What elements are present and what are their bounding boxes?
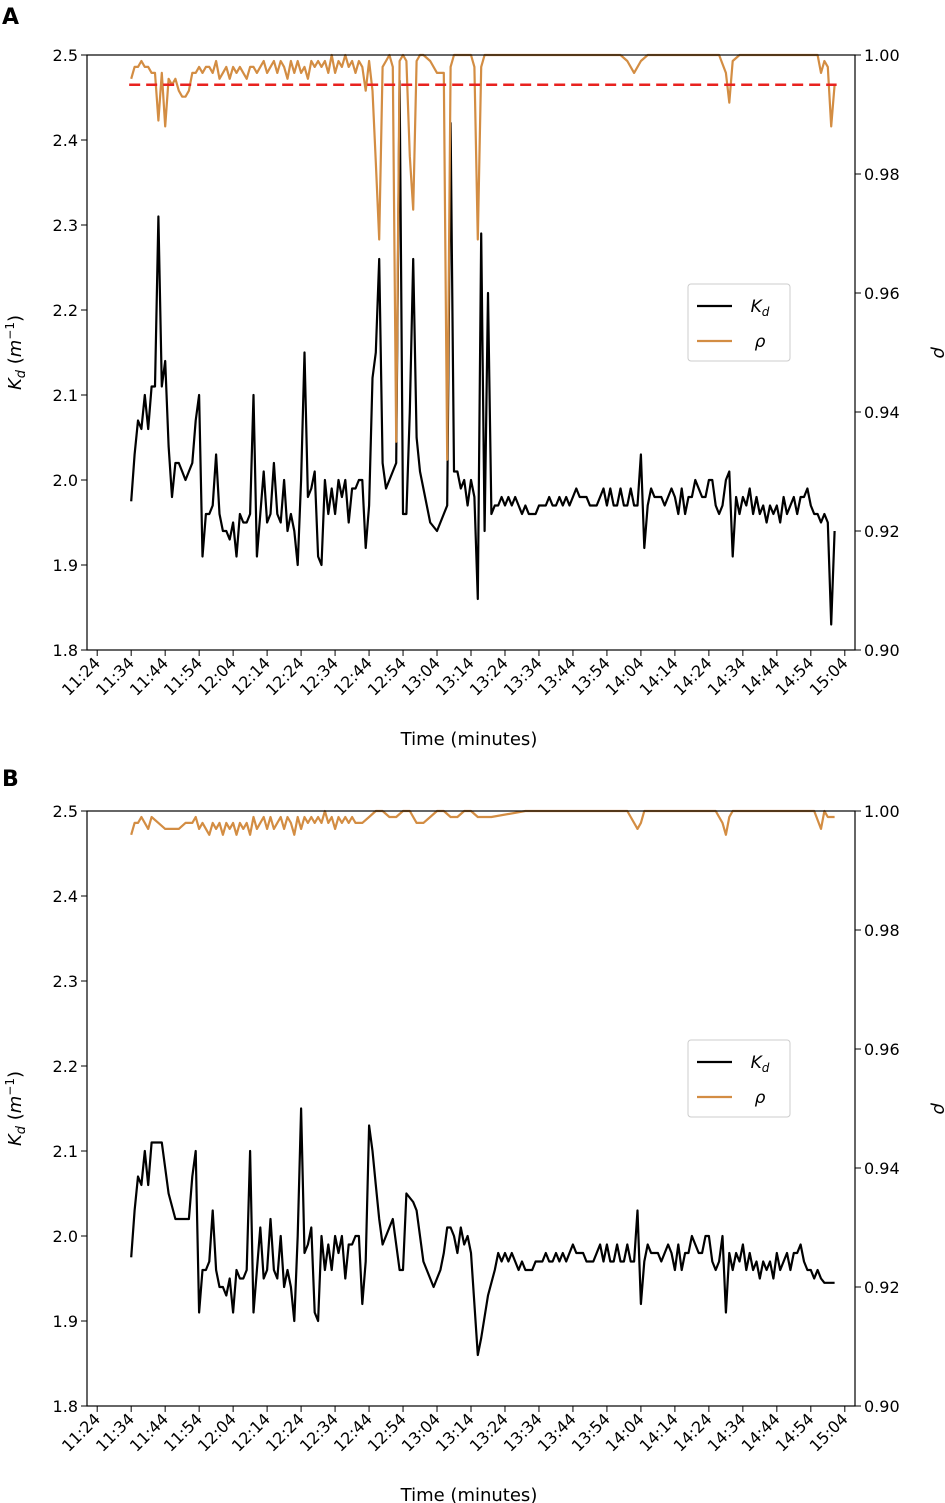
panel-a-legend-box xyxy=(687,283,791,362)
panel-b-y-tick-label: 2.3 xyxy=(53,972,78,991)
panel-a-y-right-tick-label: 0.96 xyxy=(864,284,900,303)
panel-a-y-right-tick-label: 0.98 xyxy=(864,165,900,184)
panel-a-x-axis-label: Time (minutes) xyxy=(400,729,538,750)
panel-a-y-tick-label: 2.1 xyxy=(53,386,78,405)
panel-b-y-right-tick-label: 1.00 xyxy=(864,802,900,821)
panel-a-y-tick-label: 1.8 xyxy=(53,641,78,660)
panel-a: A 11:2411:3411:4411:5412:0412:1412:2412:… xyxy=(2,5,945,750)
panel-b-y-tick-label: 1.8 xyxy=(53,1397,78,1416)
panel-b-legend-label: Kd xyxy=(751,1053,770,1075)
panel-b-y-right-tick-label: 0.92 xyxy=(864,1278,900,1297)
panel-b-y-tick-label: 2.2 xyxy=(53,1057,78,1076)
panel-b-x-tick-label: 15:04 xyxy=(806,1409,852,1455)
panel-b-y-tick-label: 2.1 xyxy=(53,1142,78,1161)
panel-a-y-tick-label: 2.0 xyxy=(53,471,78,490)
panel-a-y-right-tick-label: 1.00 xyxy=(864,46,900,65)
panel-b: B 11:2411:3411:4411:5412:0412:1412:2412:… xyxy=(2,767,945,1503)
panel-label-b: B xyxy=(2,767,19,792)
panel-b-series-kd-line xyxy=(130,1107,835,1357)
panel-a-y-tick-label: 2.4 xyxy=(53,131,78,150)
panel-a-y-right-tick-label: 0.90 xyxy=(864,641,900,660)
panel-b-x-axis-label: Time (minutes) xyxy=(400,1485,538,1503)
panel-a-series-kd-line xyxy=(130,79,836,626)
panel-b-y-right-tick-label: 0.96 xyxy=(864,1040,900,1059)
panel-a-legend-label: Kd xyxy=(751,297,770,319)
panel-a-y-tick-label: 2.2 xyxy=(53,301,78,320)
panel-b-y-tick-label: 1.9 xyxy=(53,1312,78,1331)
panel-b-y-tick-label: 2.0 xyxy=(53,1227,78,1246)
panel-b-y-right-tick-label: 0.98 xyxy=(864,921,900,940)
panel-a-y-right-tick-label: 0.92 xyxy=(864,522,900,541)
panel-b-y-axis-label: Kd (m−1) xyxy=(3,1071,29,1146)
panel-label-a: A xyxy=(2,5,19,30)
panel-b-y-right-tick-label: 0.94 xyxy=(864,1159,900,1178)
panel-b-legend-box xyxy=(687,1039,791,1118)
panel-b-y-right-tick-label: 0.90 xyxy=(864,1397,900,1416)
panel-b-legend-label: ρ xyxy=(755,1088,766,1108)
panel-a-legend-label: ρ xyxy=(755,332,766,352)
panel-a-y-tick-label: 2.3 xyxy=(53,216,78,235)
panel-a-y-right-axis-label: ρ xyxy=(929,347,945,359)
panel-a-y-axis-label: Kd (m−1) xyxy=(3,315,29,390)
panel-b-series-rho-line xyxy=(130,809,835,836)
panel-a-x-tick-label: 15:04 xyxy=(806,653,852,699)
panel-a-y-tick-label: 2.5 xyxy=(53,46,78,65)
panel-a-y-right-tick-label: 0.94 xyxy=(864,403,900,422)
panel-b-y-tick-label: 2.4 xyxy=(53,887,78,906)
panel-b-plot-frame xyxy=(86,810,856,1407)
panel-a-y-tick-label: 1.9 xyxy=(53,556,78,575)
panel-a-plot-frame xyxy=(86,54,856,651)
panel-b-y-tick-label: 2.5 xyxy=(53,802,78,821)
panel-b-y-right-axis-label: ρ xyxy=(929,1103,945,1115)
